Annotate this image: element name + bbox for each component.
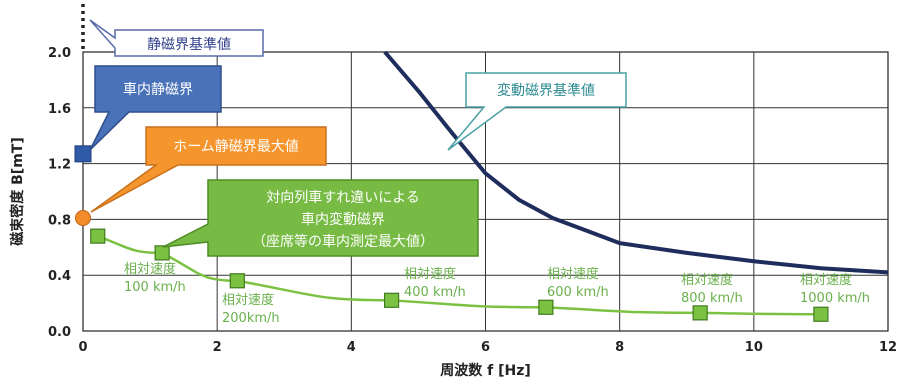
speed-label: 相対速度 1000 km/h xyxy=(800,272,870,306)
x-tick-label: 8 xyxy=(615,340,624,355)
speed-label-value: 200km/h xyxy=(222,311,280,326)
passing-train-marker xyxy=(383,292,400,308)
speed-label-title: 相対速度 xyxy=(800,272,852,288)
speed-label-title: 相対速度 xyxy=(404,266,456,282)
speed-label-value: 100 km/h xyxy=(124,280,186,295)
passing-train-marker xyxy=(90,228,106,244)
speed-label-value: 1000 km/h xyxy=(800,291,870,306)
series-layer xyxy=(74,50,889,322)
passing-train-text: 車内変動磁界 xyxy=(301,211,385,228)
in-car-static-point xyxy=(74,145,92,163)
variable-standard-callout: 変動磁界基準値 xyxy=(447,72,627,151)
passing-train-text: （座席等の車内測定最大値） xyxy=(252,233,434,250)
passing-train-text: 対向列車すれ違いによる xyxy=(266,189,420,206)
x-tick-label: 10 xyxy=(745,340,763,355)
passing-train-marker xyxy=(813,306,829,322)
speed-label: 相対速度 800 km/h xyxy=(681,272,743,306)
x-tick-label: 2 xyxy=(213,340,222,355)
label-layer: 相対速度 100 km/h 相対速度 200km/h 相対速度 400 km/h 相対速度 6… xyxy=(124,261,870,326)
static-standard-callout: 静磁界基準値 xyxy=(89,19,264,57)
passing-train-shape xyxy=(162,179,479,257)
speed-label: 相対速度 200km/h xyxy=(222,292,280,326)
x-tick-label: 0 xyxy=(78,340,87,355)
in-car-static-text: 車内静磁界 xyxy=(123,81,193,98)
y-tick-label: 2.0 xyxy=(48,46,71,61)
static-standard-text: 静磁界基準値 xyxy=(147,36,231,53)
passing-train-marker xyxy=(692,305,708,321)
in-car-static-callout: 車内静磁界 xyxy=(89,65,222,151)
speed-label-title: 相対速度 xyxy=(547,266,599,282)
speed-label: 相対速度 400 km/h xyxy=(404,266,466,300)
y-tick-label: 1.2 xyxy=(48,158,71,173)
platform-max-shape xyxy=(90,126,327,213)
speed-label-title: 相対速度 xyxy=(222,292,274,308)
passing-train-marker xyxy=(538,299,554,315)
y-axis-title: 磁束密度 B[mT] xyxy=(9,137,26,245)
variable-standard-shape xyxy=(447,72,627,151)
platform-max-point xyxy=(75,210,91,227)
y-tick-label: 0.0 xyxy=(48,325,71,340)
x-axis-title: 周波数 f [Hz] xyxy=(440,362,531,379)
speed-label-title: 相対速度 xyxy=(124,261,176,277)
y-tick-label: 0.8 xyxy=(48,213,71,228)
speed-label-value: 800 km/h xyxy=(681,291,743,306)
platform-max-text: ホーム静磁界最大値 xyxy=(173,139,299,155)
y-tick-label: 1.6 xyxy=(48,102,71,117)
speed-label-title: 相対速度 xyxy=(681,272,733,288)
speed-label: 相対速度 100 km/h xyxy=(124,261,186,295)
x-tick-label: 6 xyxy=(481,340,490,355)
y-tick-label: 0.4 xyxy=(48,269,71,284)
passing-train-marker xyxy=(229,273,245,289)
in-car-static-shape xyxy=(89,65,222,151)
axes: 0 2 4 6 8 10 12 0.0 0.4 0.8 1.2 1.6 2.0 周波数 f [Hz] 磁束密… xyxy=(9,4,897,379)
x-tick-label: 12 xyxy=(879,340,897,355)
x-tick-label: 4 xyxy=(347,340,356,355)
variable-standard-text: 変動磁界基準値 xyxy=(497,82,595,99)
platform-max-callout: ホーム静磁界最大値 xyxy=(90,126,327,213)
passing-train-marker xyxy=(154,245,170,261)
speed-label: 相対速度 600 km/h xyxy=(547,266,609,300)
speed-label-value: 600 km/h xyxy=(547,285,609,300)
speed-label-value: 400 km/h xyxy=(404,285,466,300)
variable-standard-curve xyxy=(383,50,889,275)
static-standard-shape xyxy=(89,19,264,57)
